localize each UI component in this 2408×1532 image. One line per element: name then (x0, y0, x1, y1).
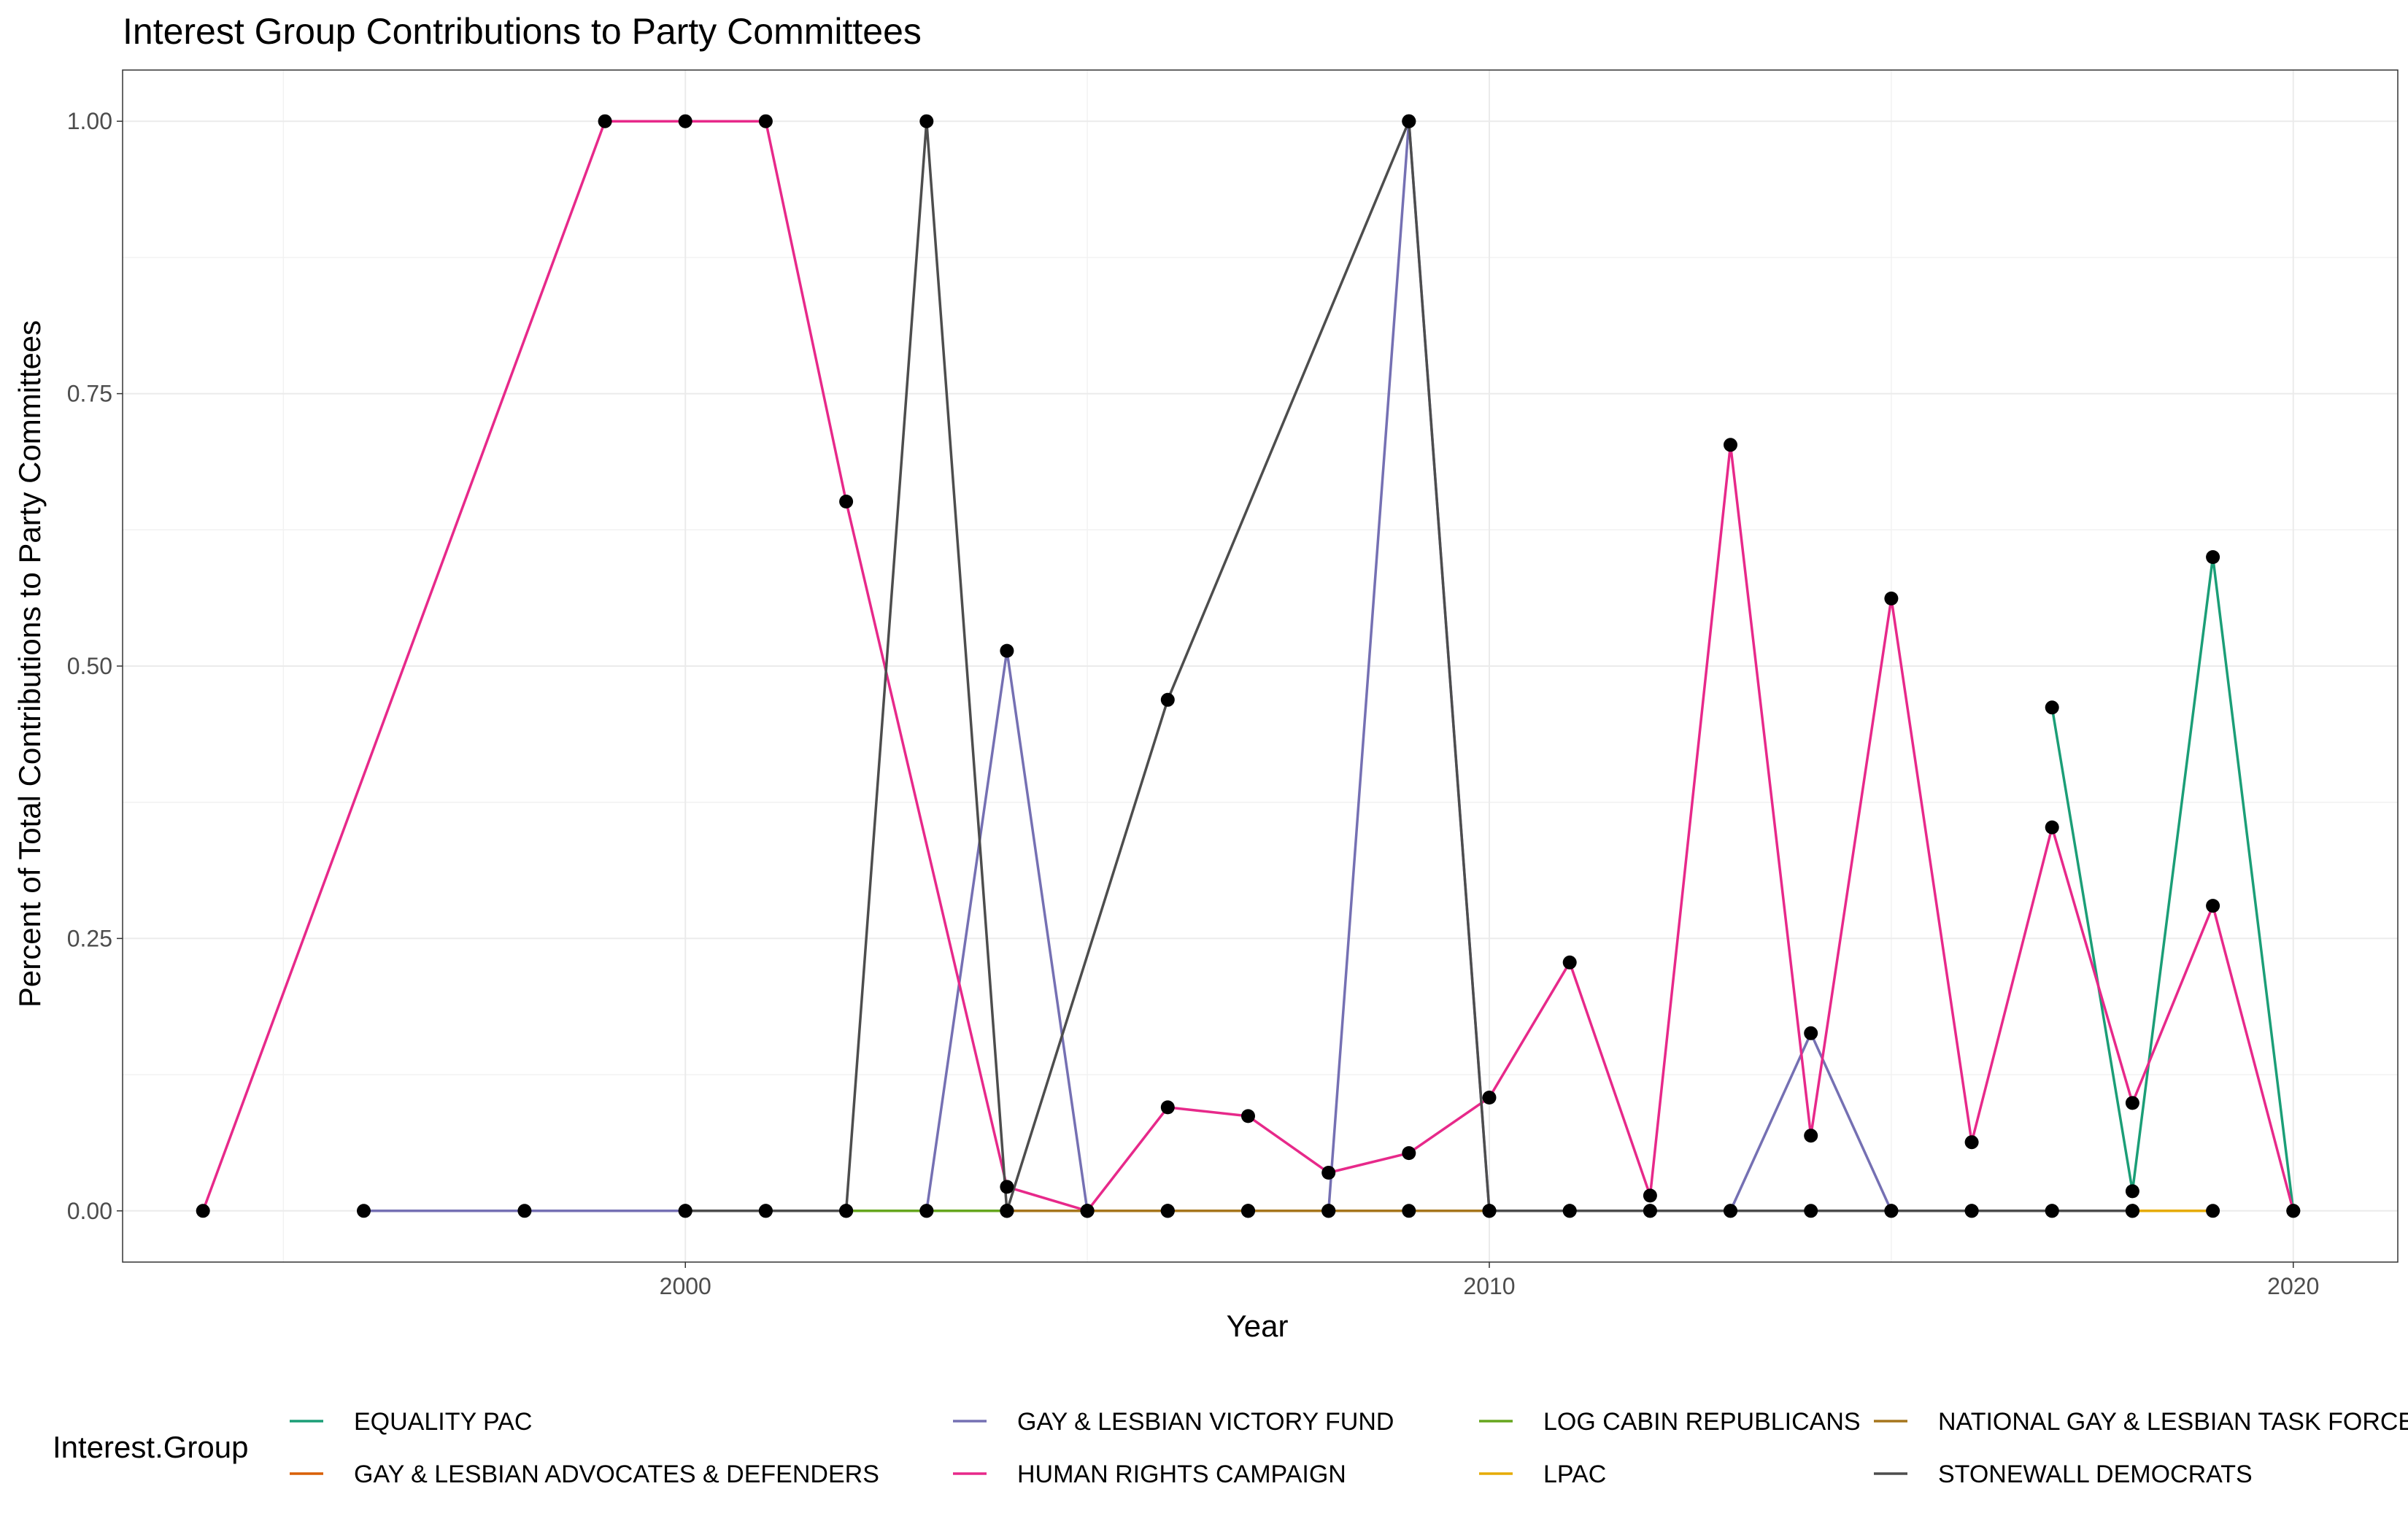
series-line (685, 120, 2133, 1212)
legend-item: HUMAN RIGHTS CAMPAIGN (953, 1461, 1346, 1488)
data-point (758, 114, 773, 128)
x-tick-label: 2020 (2267, 1273, 2319, 1299)
data-point (1000, 643, 1014, 658)
legend-label: LPAC (1543, 1461, 1606, 1488)
legend-item: STONEWALL DEMOCRATS (1874, 1461, 2253, 1488)
legend-items: EQUALITY PAC GAY & LESBIAN ADVOCATES & DE… (290, 1408, 2408, 1488)
legend-item: EQUALITY PAC (290, 1408, 532, 1436)
data-point (2206, 550, 2220, 565)
data-point (1804, 1129, 1818, 1143)
y-tick-label: 0.00 (67, 1198, 112, 1224)
data-point (1402, 1146, 1416, 1161)
series-line (2050, 555, 2295, 1212)
axes: 0.00 0.25 0.50 0.75 1.00 2000 2010 2020 (67, 108, 2320, 1299)
data-point (1321, 1204, 1336, 1218)
data-point (839, 495, 854, 508)
data-point (839, 1204, 854, 1218)
data-point (1643, 1188, 1657, 1203)
series-line (201, 120, 2295, 1212)
data-point (598, 114, 612, 128)
data-point (2206, 1204, 2220, 1218)
data-point (517, 1204, 532, 1218)
legend-label: STONEWALL DEMOCRATS (1938, 1461, 2253, 1488)
data-point (2125, 1096, 2139, 1110)
data-point (1884, 591, 1899, 606)
data-point (357, 1204, 371, 1218)
y-tick-label: 0.75 (67, 381, 112, 407)
data-point (2286, 1204, 2301, 1218)
grid (123, 70, 2398, 1262)
data-point (1160, 692, 1175, 707)
data-point (1562, 1204, 1577, 1218)
legend-label: GAY & LESBIAN ADVOCATES & DEFENDERS (354, 1461, 879, 1488)
data-point (1964, 1204, 1979, 1218)
y-tick-label: 1.00 (67, 108, 112, 134)
data-point (1402, 114, 1416, 128)
data-point (1160, 1100, 1175, 1115)
data-point (2206, 899, 2220, 913)
legend-label: GAY & LESBIAN VICTORY FUND (1017, 1408, 1394, 1436)
data-point (2045, 700, 2059, 715)
data-point (758, 1204, 773, 1218)
legend-item: LPAC (1479, 1461, 1606, 1488)
data-point (2045, 820, 2059, 835)
legend-item: GAY & LESBIAN ADVOCATES & DEFENDERS (290, 1461, 879, 1488)
x-tick-label: 2000 (660, 1273, 711, 1299)
data-point (1804, 1204, 1818, 1218)
legend-item: LOG CABIN REPUBLICANS (1479, 1408, 1861, 1436)
data-point (1643, 1204, 1657, 1218)
data-point (2125, 1204, 2139, 1218)
data-point (678, 114, 692, 128)
legend: Interest.Group EQUALITY PAC GAY & LESBIAN… (53, 1408, 2408, 1488)
y-tick-label: 0.25 (67, 925, 112, 951)
legend-title: Interest.Group (53, 1430, 248, 1464)
data-point (919, 114, 934, 128)
data-point (1402, 1204, 1416, 1218)
data-point (1241, 1109, 1255, 1123)
legend-label: EQUALITY PAC (354, 1408, 532, 1436)
data-point (1080, 1204, 1095, 1218)
data-point (196, 1204, 210, 1218)
legend-item: GAY & LESBIAN VICTORY FUND (953, 1408, 1394, 1436)
data-point (1000, 1180, 1014, 1194)
legend-item: NATIONAL GAY & LESBIAN TASK FORCE (1874, 1408, 2408, 1436)
data-point (1964, 1135, 1979, 1150)
data-point (2125, 1184, 2139, 1199)
points (196, 114, 2301, 1218)
data-point (1724, 1204, 1737, 1218)
data-point (1562, 955, 1577, 970)
data-point (1000, 1204, 1014, 1218)
y-tick-label: 0.50 (67, 653, 112, 679)
x-tick-label: 2010 (1463, 1273, 1515, 1299)
data-point (1482, 1091, 1497, 1104)
data-point (2045, 1204, 2059, 1218)
x-axis-title: Year (1227, 1309, 1289, 1343)
legend-label: NATIONAL GAY & LESBIAN TASK FORCE (1938, 1408, 2408, 1436)
data-point (1724, 438, 1737, 452)
data-point (1321, 1166, 1336, 1180)
legend-label: LOG CABIN REPUBLICANS (1543, 1408, 1861, 1436)
data-point (1804, 1026, 1818, 1040)
data-point (919, 1204, 934, 1218)
y-axis-title: Percent of Total Contributions to Party … (12, 320, 47, 1007)
legend-label: HUMAN RIGHTS CAMPAIGN (1017, 1461, 1346, 1488)
data-point (1884, 1204, 1899, 1218)
data-point (1160, 1204, 1175, 1218)
data-point (1482, 1204, 1497, 1218)
chart-title: Interest Group Contributions to Party Co… (123, 11, 922, 52)
data-point (678, 1204, 692, 1218)
data-point (1241, 1204, 1255, 1218)
